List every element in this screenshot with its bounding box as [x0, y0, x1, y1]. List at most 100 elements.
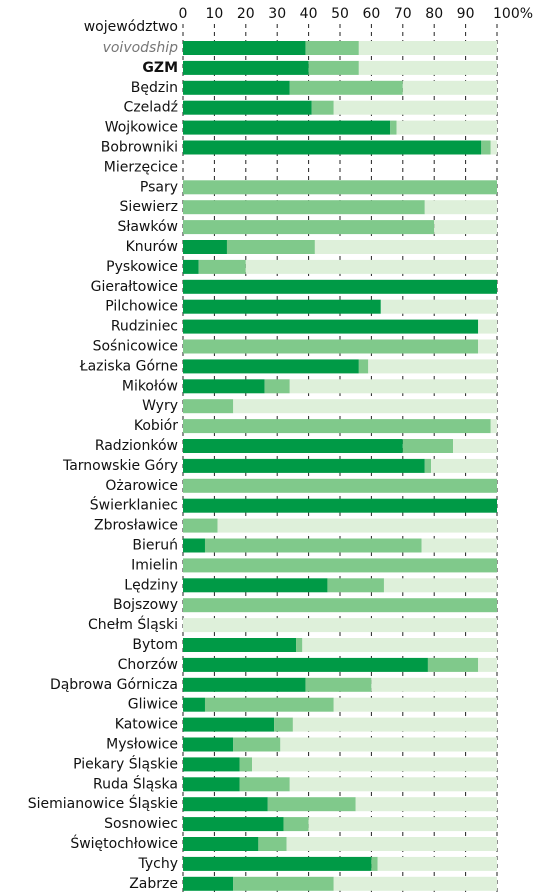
- bar-segment: [296, 638, 303, 652]
- y-tick-label: Wyry: [142, 398, 178, 414]
- bar-segment: [327, 578, 384, 593]
- bar-segment: [311, 100, 334, 115]
- bar-segment: [286, 837, 497, 851]
- bar-segment: [424, 458, 432, 473]
- y-tick-label: Zbrosławice: [94, 518, 178, 534]
- x-tick-label: 10: [205, 6, 223, 22]
- bar-segment: [478, 319, 497, 334]
- bar-segment: [183, 837, 259, 851]
- x-tick-label: 30: [268, 6, 286, 22]
- y-tick-label: Tarnowskie Góry: [62, 458, 178, 474]
- bar-segment: [183, 41, 306, 55]
- bar-segment: [478, 657, 497, 672]
- bar-segment: [490, 140, 497, 155]
- bar-segment: [333, 697, 497, 712]
- bar-segment: [245, 259, 497, 274]
- bar-segment: [453, 439, 497, 453]
- y-tick-label: Dąbrowa Górnicza: [50, 677, 178, 693]
- bar-segment: [355, 797, 497, 812]
- bar-segment: [402, 439, 454, 453]
- bar-segment: [490, 419, 497, 434]
- bar-segment: [233, 399, 498, 414]
- y-tick-label: Mysłowice: [106, 737, 178, 753]
- bar-segment: [233, 737, 281, 752]
- bar-segment: [233, 876, 334, 891]
- y-tick-label: Pilchowice: [105, 299, 178, 315]
- bar-segment: [183, 498, 497, 513]
- x-tick-label: 80: [425, 6, 443, 22]
- x-tick-label: 60: [362, 6, 380, 22]
- bar-segment: [183, 140, 482, 155]
- y-tick-label: Siewierz: [120, 199, 178, 215]
- bar-segment: [183, 817, 284, 832]
- bar-segment: [183, 717, 275, 732]
- bar-segment: [252, 757, 497, 772]
- y-tick-label: Ożarowice: [105, 478, 178, 494]
- x-tick-label: 40: [300, 6, 318, 22]
- bar-segment: [478, 339, 497, 354]
- bar-segment: [183, 399, 234, 414]
- x-tick-label: 20: [237, 6, 255, 22]
- bar-segment: [358, 359, 369, 374]
- y-tick-label: Łaziska Górne: [79, 358, 178, 374]
- bar-segment: [183, 538, 205, 553]
- bar-segment: [289, 80, 403, 95]
- bar-segment: [183, 200, 425, 215]
- bar-segment: [377, 856, 497, 871]
- bar-segment: [305, 41, 359, 55]
- y-tick-label: Sławków: [117, 219, 178, 235]
- y-tick-label: Siemianowice Śląskie: [28, 794, 178, 812]
- y-tick-label: Mierzęcice: [104, 159, 178, 175]
- bar-segment: [421, 538, 497, 553]
- bar-segment: [183, 279, 497, 294]
- y-tick-label: Wojkowice: [105, 120, 178, 136]
- bar-segment: [183, 379, 265, 394]
- y-tick-label: Knurów: [126, 239, 178, 255]
- y-tick-label: Psary: [140, 179, 178, 195]
- y-tick-label: Kobiór: [134, 418, 178, 434]
- bar-segment: [280, 737, 497, 752]
- bar-segment: [183, 856, 372, 871]
- bar-segment: [183, 259, 199, 274]
- bar-segment: [183, 777, 240, 792]
- y-axis-label: województwo: [84, 19, 178, 35]
- bar-segment: [183, 876, 234, 891]
- y-tick-label: Bytom: [132, 637, 178, 653]
- bar-segment: [333, 100, 497, 115]
- bar-segment: [314, 240, 497, 254]
- bar-segment: [358, 60, 497, 75]
- y-tick-label: Świerklaniec: [90, 496, 178, 514]
- bar-segment: [402, 80, 497, 95]
- bar-segment: [183, 240, 227, 254]
- bar-segment: [292, 717, 497, 732]
- bar-segment: [183, 220, 435, 235]
- bar-segment: [427, 657, 479, 672]
- bar-segment: [183, 638, 297, 652]
- bar-segment: [383, 578, 497, 593]
- y-tick-label: Rudziniec: [111, 319, 178, 335]
- bar-segment: [371, 856, 378, 871]
- bar-segment: [183, 797, 268, 812]
- bar-segment: [274, 717, 293, 732]
- bar-segment: [305, 677, 372, 692]
- y-tick-label: Czeladź: [124, 100, 178, 116]
- bar-segment: [183, 339, 479, 354]
- bar-segment: [434, 220, 497, 235]
- bar-segment: [390, 120, 397, 135]
- bar-segment: [183, 598, 497, 613]
- bar-segment: [424, 200, 497, 215]
- bar-segment: [183, 319, 479, 334]
- y-tick-label: Imielin: [131, 557, 178, 573]
- bar-segment: [289, 777, 497, 792]
- y-tick-label: Świętochłowice: [70, 834, 178, 852]
- bar-segment: [289, 379, 497, 394]
- y-tick-label: Katowice: [115, 717, 178, 733]
- y-tick-label: Sośnicowice: [93, 339, 178, 355]
- y-tick-label: Pyskowice: [106, 259, 178, 275]
- bar-segment: [217, 518, 498, 533]
- bar-segment: [431, 458, 497, 473]
- bar-segment: [183, 60, 309, 75]
- bar-segment: [239, 777, 290, 792]
- bar-segment: [396, 120, 497, 135]
